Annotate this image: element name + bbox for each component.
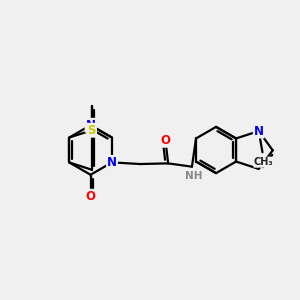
Text: S: S <box>88 124 96 137</box>
Text: N: N <box>107 156 117 169</box>
Text: CH₃: CH₃ <box>254 157 274 167</box>
Text: N: N <box>85 119 96 132</box>
Text: N: N <box>254 124 264 138</box>
Text: NH: NH <box>185 171 202 181</box>
Text: O: O <box>85 190 96 203</box>
Text: O: O <box>160 134 170 147</box>
